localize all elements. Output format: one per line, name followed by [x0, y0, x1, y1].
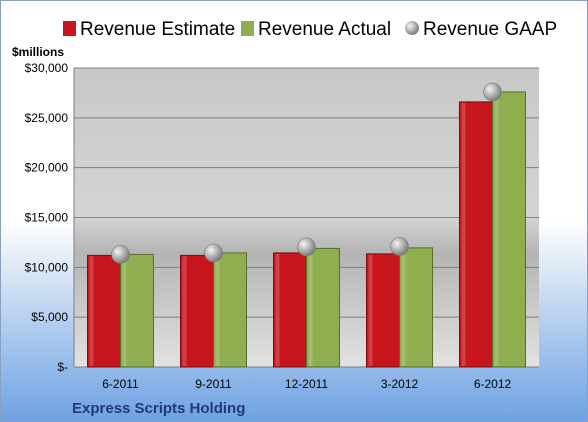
bar-revenue-actual [213, 252, 247, 368]
bar-revenue-actual [306, 247, 340, 368]
bar-revenue-actual [120, 253, 154, 368]
bar-revenue-estimate [366, 253, 400, 368]
y-tick-label: $10,000 [25, 260, 69, 274]
legend-swatch-estimate [63, 21, 76, 36]
x-tick-label: 9-2011 [195, 377, 232, 391]
bar-revenue-estimate-highlight [275, 253, 280, 366]
x-axis-labels: 6-2011 9-2011 12-2011 3-2012 6-2012 [102, 377, 511, 391]
y-axis-ticks: $- $5,000 $10,000 $15,000 $20,000 $25,000 $30,… [25, 61, 69, 374]
bars [87, 91, 526, 368]
bar-revenue-actual-highlight [215, 253, 220, 366]
marker-revenue-gaap [390, 237, 409, 256]
x-tick-label: 6-2011 [102, 377, 139, 391]
bar-revenue-actual [399, 247, 433, 368]
bar-revenue-estimate [87, 254, 121, 368]
bar-revenue-actual [492, 91, 526, 368]
bar-revenue-estimate-highlight [182, 256, 187, 366]
x-tick-label: 12-2011 [285, 377, 328, 391]
gaap-markers [111, 82, 502, 264]
legend-swatch-actual [241, 21, 254, 36]
x-tick-label: 3-2012 [381, 377, 419, 391]
bar-revenue-actual-highlight [401, 248, 406, 366]
y-tick-label: $25,000 [25, 111, 69, 125]
y-tick-label: $30,000 [25, 61, 69, 75]
y-tick-label: $15,000 [25, 211, 69, 225]
bar-revenue-estimate [459, 101, 493, 368]
marker-revenue-gaap [111, 245, 130, 264]
legend-label-gaap: Revenue GAAP [423, 19, 557, 40]
bar-revenue-estimate-highlight [89, 256, 94, 366]
bar-revenue-estimate [180, 254, 214, 368]
marker-revenue-gaap [204, 243, 223, 263]
bar-revenue-estimate-highlight [461, 102, 466, 367]
x-tick-label: 6-2012 [474, 377, 512, 391]
bar-revenue-estimate [273, 252, 307, 368]
company-name: Express Scripts Holding [72, 400, 245, 417]
bar-revenue-actual-highlight [308, 249, 313, 366]
legend-label-estimate: Revenue Estimate [80, 19, 235, 40]
y-tick-label: $20,000 [25, 161, 69, 175]
y-tick-label: $5,000 [31, 310, 68, 324]
y-axis-unit-label: $millions [12, 45, 64, 59]
marker-revenue-gaap [483, 82, 502, 102]
legend: Revenue Estimate Revenue Actual Revenue … [63, 19, 557, 40]
legend-marker-gaap [405, 21, 419, 35]
legend-label-actual: Revenue Actual [258, 19, 391, 40]
marker-revenue-gaap [297, 237, 316, 257]
bar-revenue-estimate-highlight [368, 254, 373, 366]
bar-revenue-actual-highlight [494, 92, 499, 367]
y-tick-label: $- [57, 360, 68, 374]
bar-revenue-actual-highlight [122, 255, 127, 366]
